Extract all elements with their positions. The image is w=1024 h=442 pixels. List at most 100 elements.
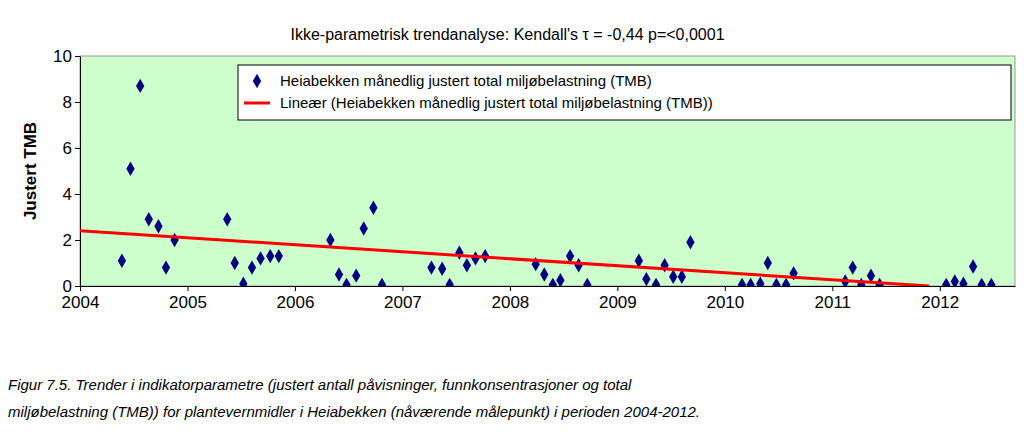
x-tick: 2005: [169, 286, 207, 312]
y-tick-mark: [75, 194, 80, 195]
data-point: [326, 233, 334, 247]
data-point: [369, 201, 377, 215]
data-point: [782, 278, 790, 286]
data-point: [678, 270, 686, 284]
chart: 2004 2005 2006 2007 2008 2009 2010 2011 2012 0 2 4 6…: [0, 0, 1024, 442]
data-point: [126, 161, 134, 175]
data-point: [427, 260, 435, 274]
x-tick-mark: [295, 286, 296, 291]
data-point: [231, 256, 239, 270]
data-point: [136, 79, 144, 93]
data-point: [446, 278, 454, 286]
data-point: [342, 278, 350, 286]
data-point: [463, 258, 471, 272]
data-point: [471, 251, 479, 265]
data-point: [642, 272, 650, 286]
data-point: [849, 260, 857, 274]
figure-caption: miljøbelastning (TMB)) for plantevernmid…: [8, 403, 700, 420]
y-axis-line: [80, 57, 81, 287]
y-tick: 0: [63, 277, 80, 296]
data-point: [756, 276, 764, 286]
legend-label: Heiabekken månedlig justert total miljøb…: [280, 72, 652, 89]
data-point: [335, 267, 343, 281]
x-tick-label: 2008: [491, 293, 529, 312]
y-tick: 2: [63, 231, 80, 250]
data-point: [540, 267, 548, 281]
x-tick: 2010: [706, 286, 744, 312]
data-point: [239, 276, 247, 286]
y-tick-mark: [75, 56, 80, 57]
data-point: [256, 251, 264, 265]
x-tick-mark: [510, 286, 511, 291]
y-tick-mark: [75, 102, 80, 103]
x-tick: 2012: [921, 286, 959, 312]
x-tick-mark: [617, 286, 618, 291]
x-tick: 2007: [384, 286, 422, 312]
data-point: [746, 278, 754, 286]
data-point: [764, 256, 772, 270]
chart-title: Ikke-parametrisk trendanalyse: Kendall's…: [290, 26, 724, 43]
x-tick-mark: [725, 286, 726, 291]
x-tick-label: 2004: [62, 293, 100, 312]
legend-box: [238, 65, 1011, 120]
x-tick-mark: [80, 286, 81, 291]
y-axis-title: Justert TMB: [21, 122, 40, 220]
data-point: [118, 253, 126, 267]
data-point: [145, 212, 153, 226]
data-point: [772, 278, 780, 286]
y-tick-label: 2: [63, 231, 72, 250]
x-tick-label: 2009: [599, 293, 637, 312]
y-tick-label: 6: [63, 139, 72, 158]
data-point: [583, 278, 591, 286]
legend: Heiabekken månedlig justert total miljøb…: [238, 65, 1011, 120]
x-tick-mark: [402, 286, 403, 291]
x-tick-label: 2012: [921, 293, 959, 312]
x-axis-line: [81, 286, 1016, 287]
x-tick-mark: [187, 286, 188, 291]
data-point: [978, 278, 986, 286]
data-point: [266, 249, 274, 263]
x-tick: 2008: [491, 286, 529, 312]
data-point: [652, 278, 660, 286]
trend-line: [80, 231, 929, 286]
data-point: [942, 278, 950, 286]
data-point: [378, 278, 386, 286]
data-point: [455, 245, 463, 259]
y-tick: 4: [63, 185, 80, 204]
x-tick-label: 2011: [815, 293, 852, 312]
plot-area: [80, 56, 1015, 286]
data-point: [951, 274, 959, 286]
y-tick-mark: [75, 286, 80, 287]
legend-swatch: [253, 74, 261, 88]
y-tick-label: 8: [63, 93, 72, 112]
y-axis: 0 2 4 6 8 10: [53, 47, 80, 296]
data-point: [969, 259, 977, 273]
figure-caption: Figur 7.5. Trender i indikatorparametre …: [8, 376, 632, 393]
x-tick-label: 2007: [384, 293, 422, 312]
data-point: [738, 278, 746, 286]
y-tick: 10: [53, 47, 80, 66]
data-point: [275, 249, 283, 263]
y-tick-label: 0: [63, 277, 72, 296]
x-tick-label: 2010: [706, 293, 744, 312]
data-point: [669, 270, 677, 284]
data-point: [959, 276, 967, 286]
x-tick: 2009: [599, 286, 637, 312]
y-tick-label: 10: [53, 47, 72, 66]
data-point: [360, 221, 368, 235]
data-point: [575, 258, 583, 272]
y-tick-label: 4: [63, 185, 72, 204]
legend-swatch: [244, 102, 270, 105]
data-point: [438, 262, 446, 276]
data-point: [987, 278, 995, 286]
x-tick-mark: [832, 286, 833, 291]
data-point: [248, 260, 256, 274]
data-point: [170, 233, 178, 247]
y-tick: 8: [63, 93, 80, 112]
y-tick: 6: [63, 139, 80, 158]
x-tick: 2011: [815, 286, 852, 312]
x-tick-label: 2006: [277, 293, 315, 312]
data-point: [549, 278, 557, 286]
legend-label: Lineær (Heiabekken månedlig justert tota…: [280, 94, 713, 111]
x-tick: 2006: [277, 286, 315, 312]
